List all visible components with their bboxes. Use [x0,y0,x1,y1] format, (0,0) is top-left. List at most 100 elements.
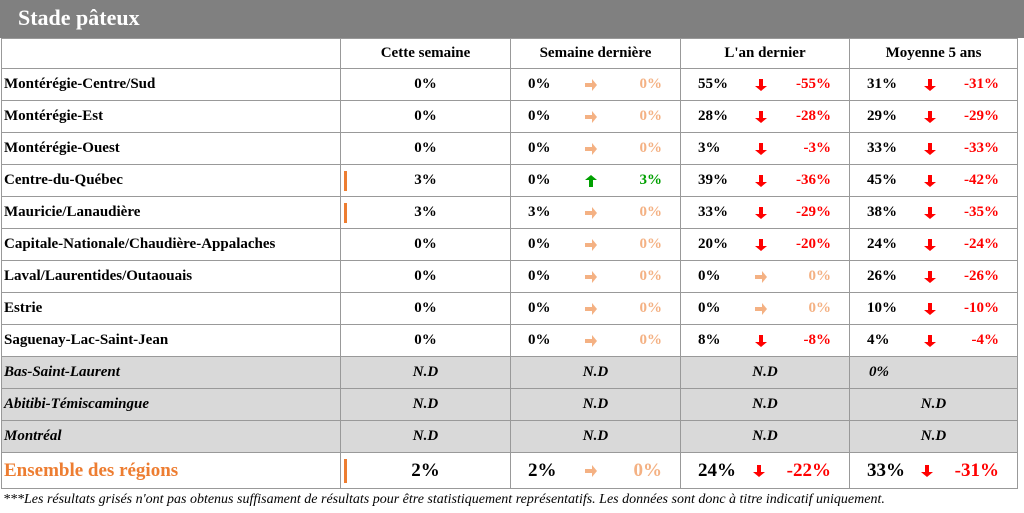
change: -3% [803,140,832,156]
value: 0% [528,108,551,124]
cell-an-dernier: N.D [680,388,850,421]
change: 0% [639,76,663,92]
cell-an-dernier: 28% -28% [680,100,850,133]
change: -28% [796,108,831,124]
cell-semaine-derniere: 0% 3% [510,164,681,197]
change: -4% [971,332,1000,348]
region-name: Estrie [1,292,341,325]
cell-semaine-derniere: 0% 0% [510,228,681,261]
cell-semaine-derniere: 0% 0% [510,292,681,325]
cell-cette-semaine: 0% [340,100,511,133]
arrow-right-icon [585,302,597,315]
value: 0% [528,172,551,188]
arrow-right-icon [585,206,597,219]
region-name: Capitale-Nationale/Chaudière-Appalaches [1,228,341,261]
change: 0% [633,459,663,481]
value: 28% [698,108,728,124]
table-row-grey: Bas-Saint-Laurent N.D N.D N.D 0% [1,356,1018,389]
change: 0% [639,108,663,124]
header-region [1,38,341,69]
total-row: Ensemble des régions 2% 2% 0% 24% -22% 33% -31% [1,452,1018,489]
cell-moyenne-5-ans: 33% -33% [849,132,1018,165]
arrow-down-icon [924,78,936,91]
header-moyenne-5-ans: Moyenne 5 ans [849,38,1018,69]
arrow-right-icon [755,270,767,283]
table-row: Saguenay-Lac-Saint-Jean 0% 0% 0% 8% -8% 4% -4% [1,324,1018,357]
cell-moyenne-5-ans: 10% -10% [849,292,1018,325]
arrow-down-icon [752,465,765,478]
cell-an-dernier: 20% -20% [680,228,850,261]
arrow-down-icon [755,110,767,123]
cell-an-dernier: N.D [680,420,850,453]
cell-moyenne-5-ans: 4% -4% [849,324,1018,357]
change: 0% [639,204,663,220]
cell-semaine-derniere: 2% 0% [510,452,681,489]
cell-semaine-derniere: N.D [510,356,681,389]
cell-an-dernier: 24% -22% [680,452,850,489]
cell-moyenne-5-ans: N.D [849,388,1018,421]
value: 10% [867,300,897,316]
value: 33% [698,204,728,220]
cell-semaine-derniere: 0% 0% [510,324,681,357]
value: 0% [698,268,721,284]
cell-moyenne-5-ans: 38% -35% [849,196,1018,229]
change: -35% [964,204,999,220]
table-row: Estrie 0% 0% 0% 0% 0% 10% -10% [1,292,1018,325]
value: 0% [528,76,551,92]
cell-moyenne-5-ans: 33% -31% [849,452,1018,489]
change: 0% [639,332,663,348]
change: 3% [639,172,663,188]
arrow-down-icon [924,142,936,155]
change: -10% [964,300,999,316]
value: 45% [867,172,897,188]
arrow-up-icon [585,174,597,187]
arrow-down-icon [755,238,767,251]
region-name: Abitibi-Témiscamingue [1,388,341,421]
change: -31% [964,76,999,92]
arrow-right-icon [585,238,597,251]
region-name: Mauricie/Lanaudière [1,196,341,229]
value: 8% [698,332,721,348]
cell-an-dernier: 33% -29% [680,196,850,229]
value: 26% [867,268,897,284]
change: 0% [808,268,832,284]
change: -22% [786,459,831,481]
change: -55% [796,76,831,92]
region-name: Montréal [1,420,341,453]
table-row-grey: Abitibi-Témiscamingue N.D N.D N.D N.D [1,388,1018,421]
value: 33% [867,459,905,481]
arrow-down-icon [924,238,936,251]
arrow-down-icon [755,334,767,347]
value: 0% [414,268,437,284]
cell-an-dernier: 3% -3% [680,132,850,165]
change: 0% [639,140,663,156]
change: -24% [964,236,999,252]
value: 4% [867,332,890,348]
value: 3% [528,204,551,220]
region-name: Montérégie-Centre/Sud [1,68,341,101]
change: -20% [796,236,831,252]
value: 38% [867,204,897,220]
table-row: Montérégie-Centre/Sud 0% 0% 0% 55% -55% 31% -31… [1,68,1018,101]
arrow-right-icon [585,334,597,347]
header-row: Cette semaine Semaine dernière L'an dern… [1,38,1018,69]
table-row: Capitale-Nationale/Chaudière-Appalaches 0… [1,228,1018,261]
value: 0% [414,332,437,348]
header-semaine-derniere: Semaine dernière [510,38,681,69]
region-name: Montérégie-Est [1,100,341,133]
cell-cette-semaine: 0% [340,292,511,325]
cell-cette-semaine: N.D [340,420,511,453]
cell-cette-semaine: 0% [340,260,511,293]
cell-an-dernier: 0% 0% [680,292,850,325]
arrow-down-icon [755,142,767,155]
value: 2% [528,459,557,481]
cell-an-dernier: N.D [680,356,850,389]
cell-semaine-derniere: 3% 0% [510,196,681,229]
value: 0% [528,300,551,316]
value: 0% [414,236,437,252]
value: 31% [867,76,897,92]
value: 39% [698,172,728,188]
highlight-marker [344,203,347,223]
cell-moyenne-5-ans: 29% -29% [849,100,1018,133]
cell-an-dernier: 8% -8% [680,324,850,357]
